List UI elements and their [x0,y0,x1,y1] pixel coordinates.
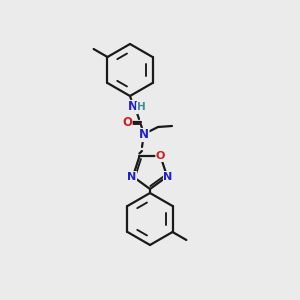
Text: N: N [128,100,138,113]
Text: O: O [122,116,132,128]
Text: H: H [136,103,146,112]
Text: O: O [156,152,165,161]
Text: N: N [164,172,173,182]
Text: N: N [127,172,136,182]
Text: N: N [139,128,149,142]
